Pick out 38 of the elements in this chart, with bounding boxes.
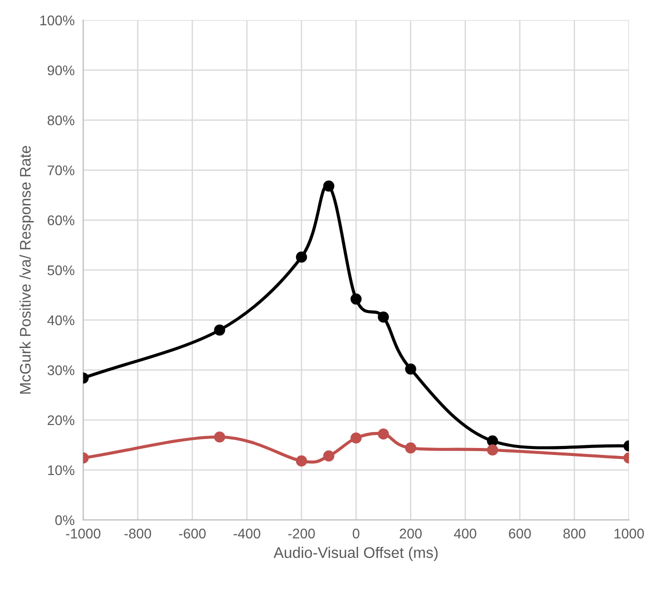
y-axis-title: McGurk Positive /va/ Response Rate xyxy=(20,146,34,394)
point xyxy=(486,435,498,447)
y-tick-label: 60% xyxy=(48,215,74,226)
y-tick-label: 20% xyxy=(48,415,74,426)
point xyxy=(296,252,308,263)
point xyxy=(323,180,334,192)
x-tick-label: 600 xyxy=(508,528,531,538)
point xyxy=(350,293,362,305)
point xyxy=(214,431,226,443)
point xyxy=(296,455,308,467)
y-tick-label: 50% xyxy=(48,265,74,276)
y-tick-label: 80% xyxy=(48,115,74,126)
point xyxy=(486,444,498,456)
x-tick-label: -800 xyxy=(124,528,152,538)
y-tick-label: 100% xyxy=(40,15,74,26)
point xyxy=(405,442,416,454)
point xyxy=(378,428,389,440)
y-tick-label: 0% xyxy=(55,515,74,526)
y-tick-label: 30% xyxy=(48,365,74,376)
y-tick-label: 10% xyxy=(48,465,74,476)
x-tick-label: -600 xyxy=(179,528,206,538)
point xyxy=(405,363,416,375)
y-tick-label: 90% xyxy=(48,65,74,76)
point xyxy=(378,311,389,323)
point xyxy=(350,432,362,444)
x-tick-label: -400 xyxy=(234,528,260,538)
x-tick-label: -1000 xyxy=(66,528,100,538)
x-tick-label: -200 xyxy=(288,528,315,538)
point xyxy=(214,324,226,336)
x-axis-title: Audio-Visual Offset (ms) xyxy=(274,546,438,562)
y-tick-label: 70% xyxy=(48,165,74,176)
x-tick-label: 1000 xyxy=(614,528,644,538)
x-tick-label: 400 xyxy=(454,528,476,538)
y-tick-label: 40% xyxy=(47,315,74,326)
point xyxy=(323,450,334,462)
x-tick-label: 0 xyxy=(352,528,360,538)
x-tick-label: 200 xyxy=(400,528,422,538)
x-tick-label: 800 xyxy=(563,528,586,538)
